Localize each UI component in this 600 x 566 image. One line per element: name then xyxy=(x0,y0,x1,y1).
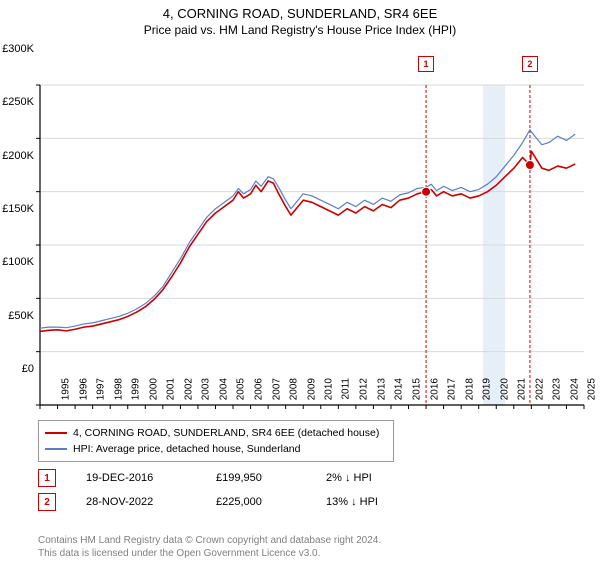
legend-item-price-paid: 4, CORNING ROAD, SUNDERLAND, SR4 6EE (de… xyxy=(45,425,387,441)
x-tick-label: 2016 xyxy=(429,378,440,400)
x-tick-label: 1997 xyxy=(95,378,106,400)
chart-title: 4, CORNING ROAD, SUNDERLAND, SR4 6EE xyxy=(0,6,600,21)
x-tick-label: 2021 xyxy=(517,378,528,400)
y-tick-label: £150K xyxy=(0,203,34,215)
x-tick-label: 2013 xyxy=(376,378,387,400)
x-tick-label: 2017 xyxy=(446,378,457,400)
x-tick-label: 2008 xyxy=(288,378,299,400)
y-tick-label: £50K xyxy=(0,310,34,322)
chart-subtitle: Price paid vs. HM Land Registry's House … xyxy=(0,23,600,37)
x-tick-label: 1995 xyxy=(60,378,71,400)
chart-marker-badge: 1 xyxy=(418,56,434,72)
transaction-diff: 13% ↓ HPI xyxy=(326,496,446,508)
y-tick-label: £200K xyxy=(0,150,34,162)
legend-item-hpi: HPI: Average price, detached house, Sund… xyxy=(45,441,387,457)
transaction-price: £199,950 xyxy=(216,472,326,484)
x-tick-label: 2000 xyxy=(148,378,159,400)
x-tick-label: 2022 xyxy=(534,378,545,400)
x-tick-label: 2018 xyxy=(464,378,475,400)
x-tick-label: 2024 xyxy=(569,378,580,400)
attribution-line: This data is licensed under the Open Gov… xyxy=(38,548,381,561)
x-tick-label: 2001 xyxy=(166,378,177,400)
transaction-row: 1 19-DEC-2016 £199,950 2% ↓ HPI xyxy=(38,466,582,490)
price-chart xyxy=(0,41,600,411)
x-tick-label: 2012 xyxy=(359,378,370,400)
y-tick-label: £100K xyxy=(0,256,34,268)
x-tick-label: 1998 xyxy=(113,378,124,400)
x-tick-label: 2003 xyxy=(201,378,212,400)
x-tick-label: 2015 xyxy=(411,378,422,400)
transaction-date: 19-DEC-2016 xyxy=(86,472,216,484)
x-tick-label: 2002 xyxy=(183,378,194,400)
y-tick-label: £300K xyxy=(0,43,34,55)
transaction-badge: 2 xyxy=(38,493,56,511)
x-tick-label: 1999 xyxy=(130,378,141,400)
x-tick-label: 2019 xyxy=(481,378,492,400)
x-tick-label: 2025 xyxy=(587,378,598,400)
x-tick-label: 1996 xyxy=(78,378,89,400)
x-tick-label: 2011 xyxy=(340,378,351,400)
transaction-price: £225,000 xyxy=(216,496,326,508)
x-tick-label: 2009 xyxy=(306,378,317,400)
attribution: Contains HM Land Registry data © Crown c… xyxy=(38,535,381,560)
transaction-badge: 1 xyxy=(38,469,56,487)
chart-container: 4, CORNING ROAD, SUNDERLAND, SR4 6EE Pri… xyxy=(0,6,600,566)
legend-swatch xyxy=(45,432,67,434)
x-tick-label: 2014 xyxy=(394,378,405,400)
legend-swatch xyxy=(45,448,67,450)
x-tick-label: 2006 xyxy=(253,378,264,400)
y-tick-label: £0 xyxy=(0,363,34,375)
x-tick-label: 2020 xyxy=(499,378,510,400)
x-tick-label: 2004 xyxy=(218,378,229,400)
y-tick-label: £250K xyxy=(0,96,34,108)
attribution-line: Contains HM Land Registry data © Crown c… xyxy=(38,535,381,548)
transaction-row: 2 28-NOV-2022 £225,000 13% ↓ HPI xyxy=(38,490,582,514)
chart-marker-badge: 2 xyxy=(522,56,538,72)
legend: 4, CORNING ROAD, SUNDERLAND, SR4 6EE (de… xyxy=(38,420,394,462)
transaction-date: 28-NOV-2022 xyxy=(86,496,216,508)
transaction-diff: 2% ↓ HPI xyxy=(326,472,446,484)
x-tick-label: 2023 xyxy=(552,378,563,400)
x-tick-label: 2010 xyxy=(323,378,334,400)
x-tick-label: 2005 xyxy=(236,378,247,400)
x-tick-label: 2007 xyxy=(271,378,282,400)
legend-label: HPI: Average price, detached house, Sund… xyxy=(73,443,300,455)
transactions-table: 1 19-DEC-2016 £199,950 2% ↓ HPI 2 28-NOV… xyxy=(38,466,582,514)
legend-label: 4, CORNING ROAD, SUNDERLAND, SR4 6EE (de… xyxy=(73,427,379,439)
